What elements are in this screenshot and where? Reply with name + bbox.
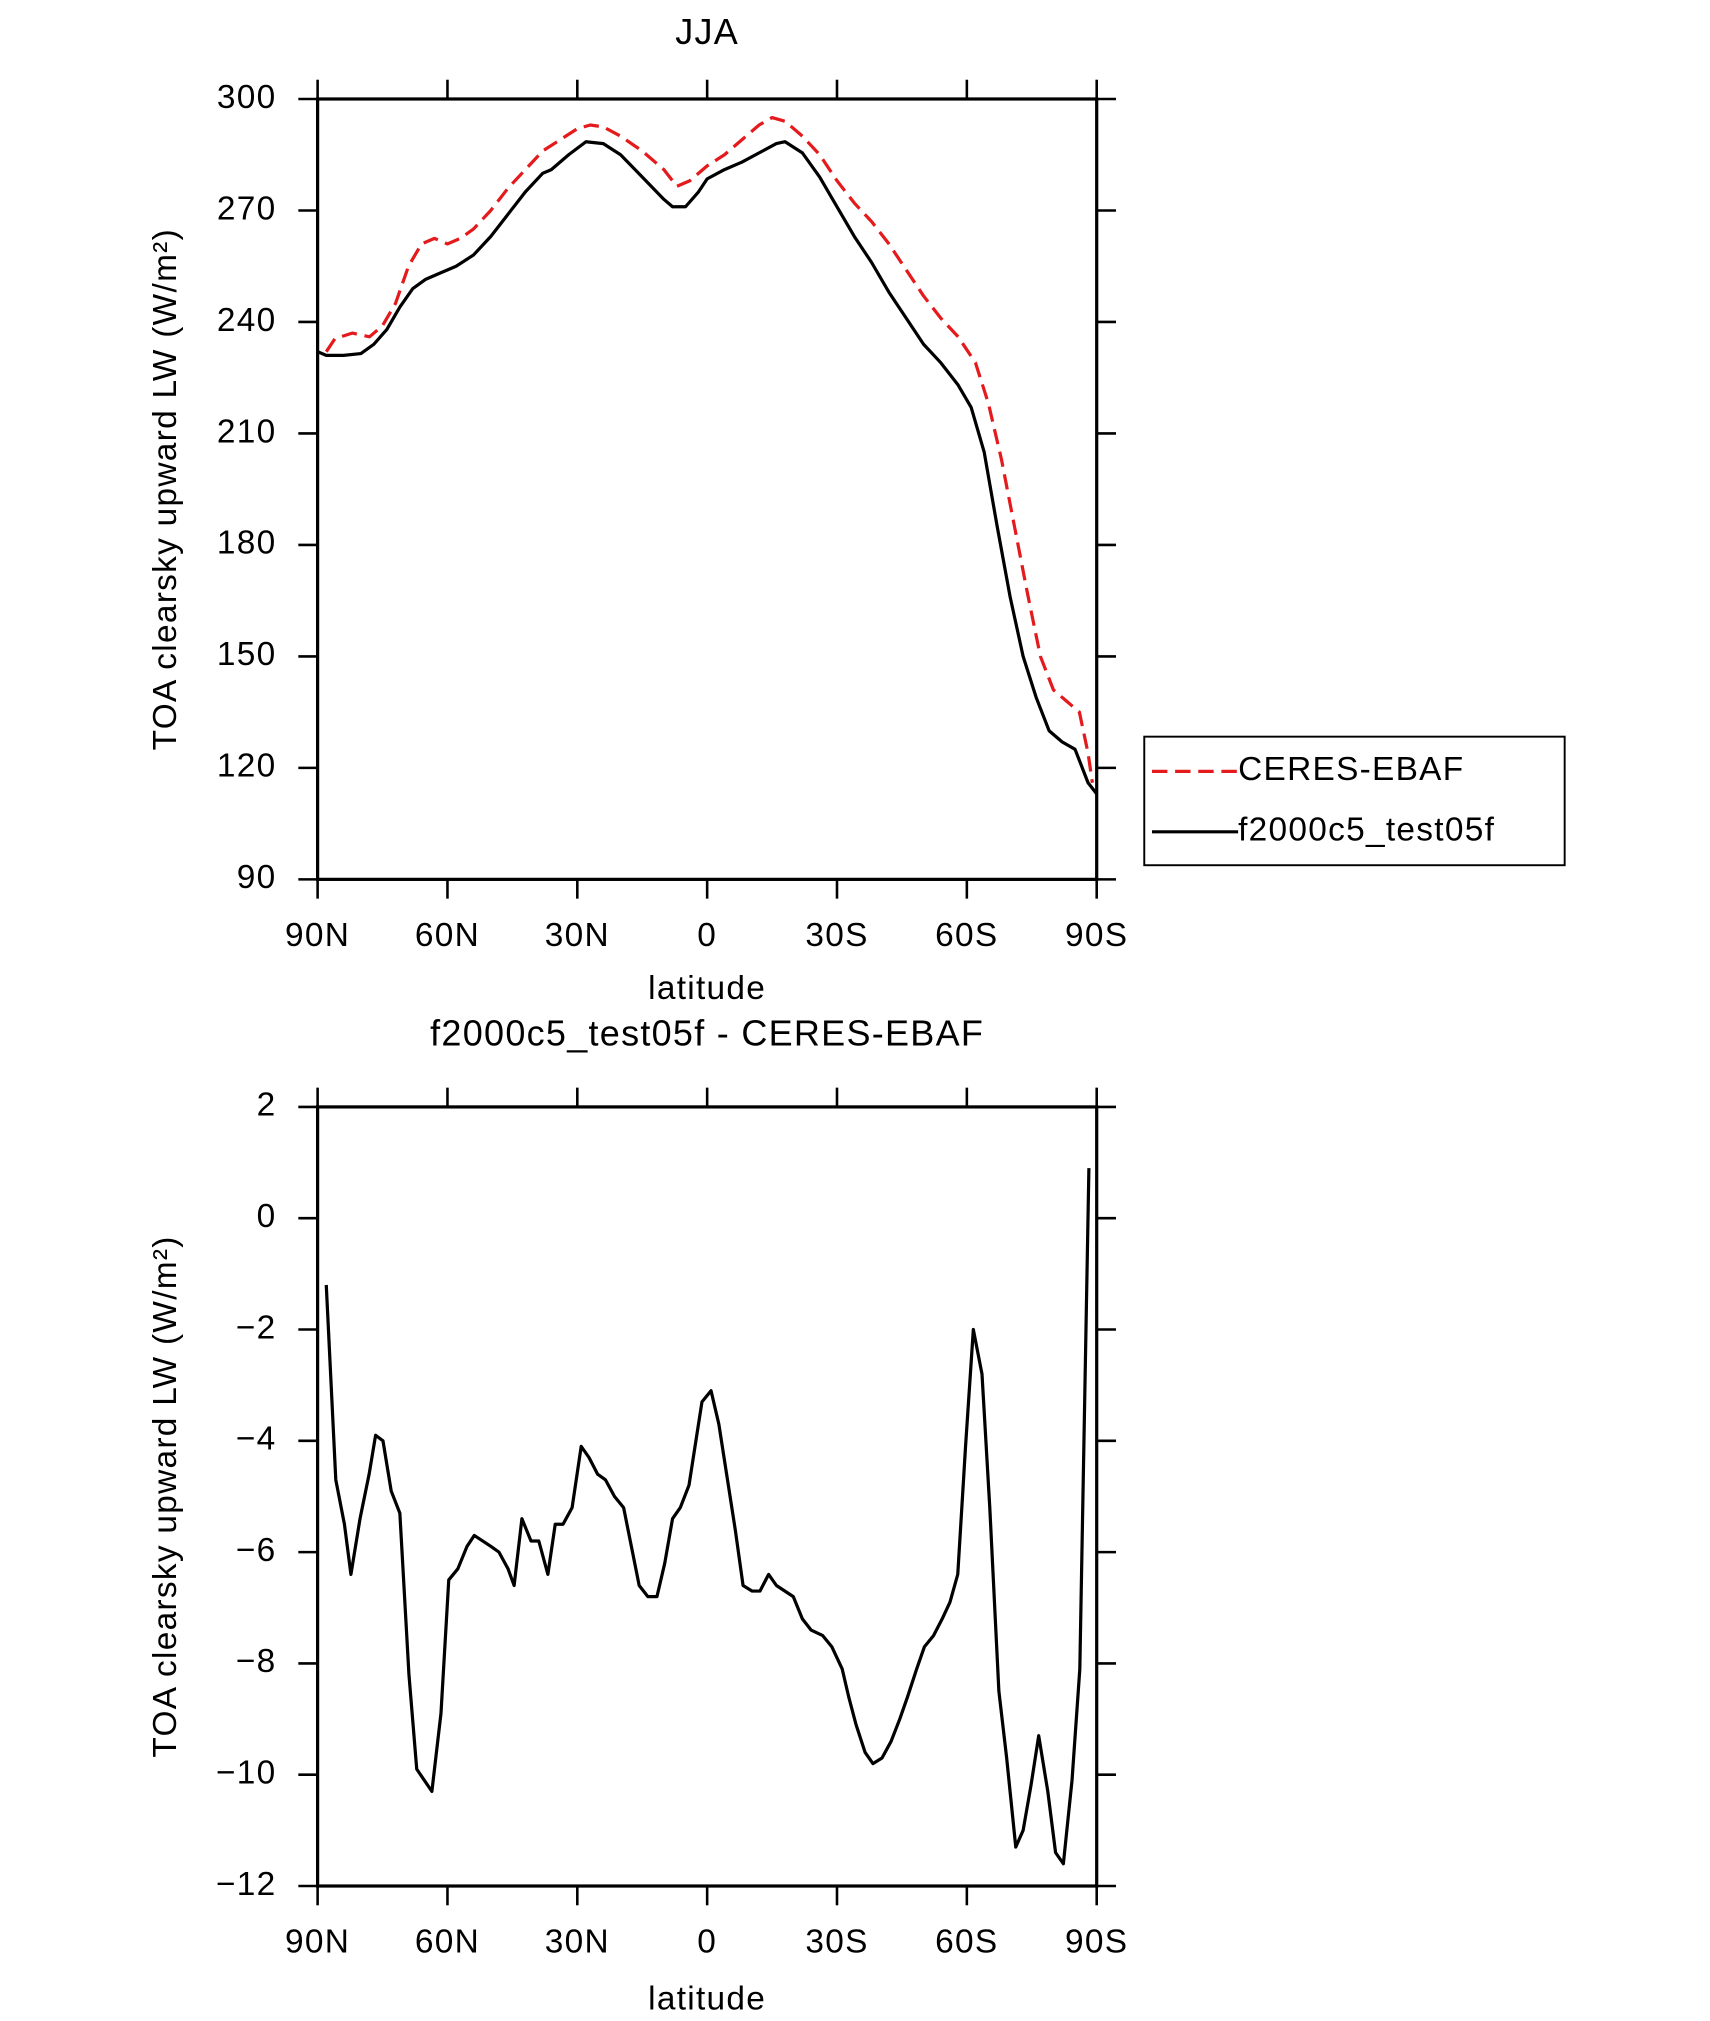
x-tick-label: 90N [285, 1924, 350, 1961]
data-line [324, 115, 1094, 783]
y-tick-label: 90 [237, 859, 277, 896]
y-tick-label: 240 [217, 302, 277, 339]
x-tick-label: 30S [805, 917, 868, 954]
y-axis-label: TOA clearsky upward LW (W/m²) [147, 1235, 184, 1757]
x-tick-label: 30S [805, 1924, 868, 1961]
x-axis-label: latitude [648, 970, 766, 1007]
y-tick-label: −10 [216, 1755, 277, 1792]
y-axis-label: TOA clearsky upward LW (W/m²) [147, 228, 184, 750]
y-tick-label: 210 [217, 413, 277, 450]
y-tick-label: 150 [217, 636, 277, 673]
legend-box [1143, 735, 1566, 867]
y-tick-label: −12 [216, 1866, 277, 1903]
y-tick-label: 180 [217, 525, 277, 562]
x-tick-label: 90N [285, 917, 350, 954]
y-tick-label: −4 [236, 1421, 277, 1458]
y-tick-label: 2 [257, 1087, 277, 1124]
x-tick-label: 90S [1065, 1924, 1128, 1961]
chart-title: JJA [675, 11, 739, 52]
x-tick-label: 60S [935, 1924, 998, 1961]
x-axis-label: latitude [648, 1980, 766, 2017]
legend-label: f2000c5_test05f [1238, 812, 1495, 849]
y-tick-label: 300 [217, 79, 277, 116]
plot-frame [316, 1105, 1099, 1888]
plot-frame [316, 97, 1099, 881]
chart-title: f2000c5_test05f - CERES-EBAF [430, 1013, 984, 1054]
y-tick-label: 270 [217, 190, 277, 227]
y-tick-label: −8 [236, 1643, 277, 1680]
y-tick-label: −6 [236, 1532, 277, 1569]
y-tick-label: 0 [257, 1198, 277, 1235]
x-tick-label: 90S [1065, 917, 1128, 954]
x-tick-label: 60N [415, 1924, 480, 1961]
x-tick-label: 30N [545, 917, 610, 954]
y-tick-label: −2 [236, 1309, 277, 1346]
y-tick-label: 120 [217, 748, 277, 785]
x-tick-label: 0 [697, 1924, 717, 1961]
x-tick-label: 30N [545, 1924, 610, 1961]
x-tick-label: 60N [415, 917, 480, 954]
legend-label: CERES-EBAF [1238, 751, 1464, 788]
x-tick-label: 0 [697, 917, 717, 954]
x-tick-label: 60S [935, 917, 998, 954]
data-line [316, 140, 1098, 795]
data-line [324, 1168, 1091, 1866]
